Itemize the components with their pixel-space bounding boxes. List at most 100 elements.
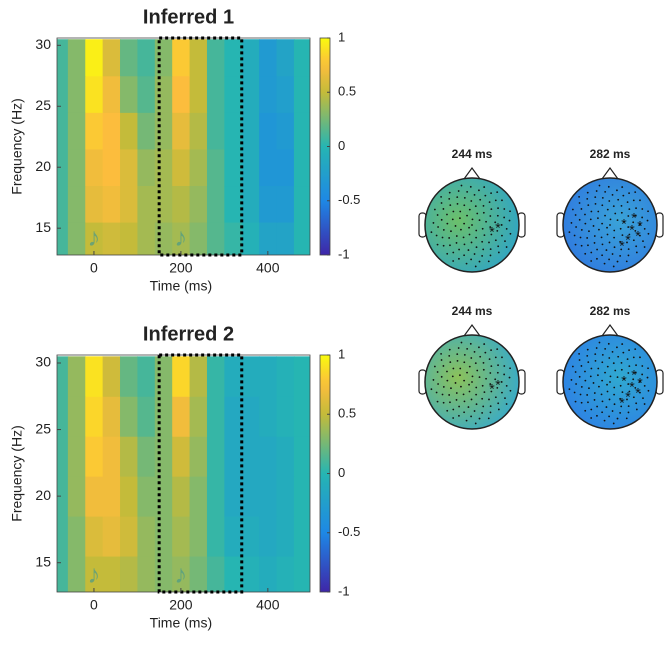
electrode: [619, 227, 622, 230]
heat-cell: [57, 556, 69, 592]
electrode: [574, 400, 577, 403]
heat-cell: [172, 396, 191, 437]
electrode: [634, 371, 637, 374]
heat-cell: [137, 516, 156, 557]
electrode: [475, 236, 478, 239]
significant-electrode: *: [621, 373, 627, 389]
electrode: [611, 410, 614, 412]
electrode: [588, 387, 590, 390]
heat-cell: [206, 112, 225, 150]
electrode: [430, 388, 433, 391]
heat-cell: [293, 112, 310, 150]
electrode: [481, 412, 484, 414]
electrode: [465, 419, 468, 422]
heat-cell: [276, 222, 295, 255]
heat-cell: [206, 396, 225, 437]
electrode: [452, 251, 455, 254]
electrode: [478, 219, 481, 222]
heat-cell: [67, 476, 86, 517]
heat-cell: [102, 556, 121, 592]
electrode: [580, 229, 583, 231]
electrode: [571, 208, 574, 211]
electrode: [483, 391, 486, 394]
heat-cell: [57, 112, 69, 150]
heat-cell: [276, 356, 295, 397]
electrode: [468, 390, 471, 393]
electrode: [612, 265, 615, 268]
electrode: [586, 348, 589, 351]
electrode: [471, 218, 474, 221]
electrode: [643, 403, 646, 405]
electrode: [474, 422, 477, 425]
electrode: [449, 204, 452, 207]
electrode: [596, 405, 598, 408]
electrode: [482, 361, 485, 364]
cbar-tick-label: 0.5: [338, 84, 356, 99]
electrode: [483, 343, 486, 345]
electrode: [616, 260, 619, 263]
heat-cell: [172, 222, 191, 255]
electrode: [484, 351, 487, 354]
electrode: [479, 198, 482, 201]
electrode: [451, 375, 454, 378]
heat-cell: [102, 148, 121, 187]
heat-cell: [67, 112, 86, 150]
heat-cell: [206, 356, 225, 397]
electrode: [616, 376, 619, 379]
electrode: [575, 226, 577, 228]
electrode: [584, 222, 587, 225]
electrode: [626, 358, 629, 361]
electrode: [578, 375, 581, 378]
electrode: [638, 381, 641, 383]
electrode: [448, 191, 451, 194]
electrode: [473, 350, 476, 353]
electrode: [594, 202, 597, 205]
significant-electrode: *: [625, 389, 631, 405]
electrode: [463, 197, 466, 199]
electrode: [482, 211, 485, 214]
heat-cell: [206, 516, 225, 557]
electrode: [481, 384, 484, 387]
heat-cell: [189, 396, 208, 437]
electrode: [430, 231, 433, 234]
electrode: [475, 403, 478, 406]
heat-cell: [85, 148, 104, 187]
heat-cell: [57, 39, 69, 77]
electrode: [470, 200, 473, 202]
electrode: [470, 258, 473, 261]
heat-cell: [241, 112, 260, 150]
electrode: [639, 391, 641, 394]
electrode: [621, 186, 624, 188]
electrode: [638, 224, 641, 226]
x-tick-label: 0: [90, 260, 98, 276]
electrode: [574, 214, 577, 216]
electrode: [579, 393, 582, 396]
electrode: [609, 224, 611, 226]
heat-cell: [85, 556, 104, 592]
electrode: [606, 208, 609, 211]
heat-cell: [67, 556, 86, 592]
heat-cell: [154, 356, 173, 397]
heat-cell: [85, 39, 104, 77]
note-icon: ♪: [174, 222, 187, 252]
heat-cell: [137, 112, 156, 150]
electrode: [584, 370, 586, 373]
electrode: [473, 193, 476, 196]
heat-cell: [172, 39, 191, 77]
heat-cell: [293, 75, 310, 113]
y-tick-label: 25: [35, 97, 51, 113]
electrode: [620, 405, 623, 408]
window-box: [157, 353, 244, 594]
cbar-tick-label: 1: [338, 346, 345, 361]
electrode: [436, 371, 439, 373]
electrode: [466, 190, 469, 193]
heat-cell: [154, 148, 173, 187]
electrode: [473, 410, 476, 412]
electrode: [619, 397, 622, 400]
electrode: [458, 405, 460, 408]
electrode: [590, 408, 593, 411]
electrode: [594, 353, 597, 356]
electrode: [605, 406, 608, 408]
heat-cell: [206, 476, 225, 517]
electrode: [612, 362, 615, 365]
